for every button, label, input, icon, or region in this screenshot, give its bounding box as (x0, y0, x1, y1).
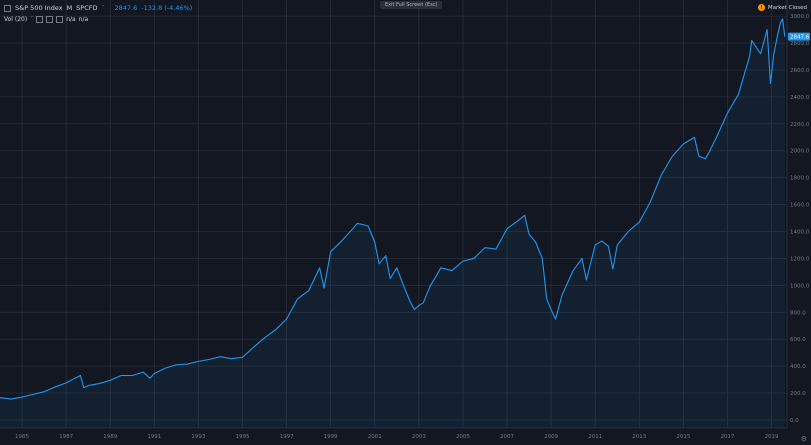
x-tick-label: 1985 (15, 434, 29, 440)
chart-header: S&P 500 Index M SPCFD ˅ 2847.6 -132.8 (-… (4, 4, 192, 12)
gear-icon[interactable]: ⚙ (800, 435, 807, 443)
y-tick-label: 1400.0 (790, 229, 810, 235)
y-tick-label: 2400.0 (790, 95, 810, 101)
market-status-label: Market Closed (767, 4, 807, 11)
last-price-tag-label: 2847.6 (790, 35, 810, 41)
x-tick-label: 2011 (588, 434, 602, 440)
x-tick-label: 2015 (676, 434, 690, 440)
x-tick-label: 2001 (368, 434, 382, 440)
symbol-name[interactable]: S&P 500 Index (15, 4, 63, 12)
last-price-tag (788, 32, 810, 41)
clock-icon: ! (757, 4, 765, 11)
exit-fullscreen-tooltip[interactable]: Exit Full Screen (Esc) (380, 1, 443, 9)
series-line (0, 18, 786, 400)
y-tick-label: 400.0 (790, 364, 806, 370)
x-tick-label: 1993 (191, 434, 205, 440)
y-tick-label: 3000.0 (790, 14, 810, 20)
y-tick-label: 2600.0 (790, 68, 810, 74)
x-tick-label: 1989 (103, 434, 117, 440)
time-axis: 1985 1987 1989 1991 1993 1995 1997 1999 2001 2003… (15, 434, 779, 440)
x-tick-label: 2005 (456, 434, 470, 440)
collapse-toggle-icon[interactable] (4, 4, 11, 12)
y-tick-label: 1000.0 (790, 283, 810, 289)
y-tick-label: 1800.0 (790, 176, 810, 182)
x-tick-label: 2019 (765, 434, 779, 440)
x-tick-label: 2013 (632, 434, 646, 440)
x-tick-label: 1995 (235, 434, 249, 440)
series-area-fill (0, 18, 785, 429)
price-change: -132.8 (-4.46%) (141, 4, 193, 12)
y-tick-label: 800.0 (790, 310, 806, 316)
close-icon[interactable] (56, 16, 64, 23)
x-tick-label: 2017 (720, 434, 734, 440)
chevron-down-icon[interactable]: ˅ (30, 16, 34, 23)
y-tick-label: 2200.0 (790, 122, 810, 128)
x-tick-label: 1991 (147, 434, 161, 440)
last-price-label: 2847.6 (788, 32, 810, 41)
market-status[interactable]: ! Market Closed (757, 4, 807, 11)
time-axis-background (0, 428, 811, 445)
last-price: 2847.6 (114, 4, 138, 12)
volume-indicator[interactable]: Vol (20) ˅ n/a n/a (4, 16, 88, 23)
x-tick-label: 2009 (544, 434, 558, 440)
settings-icon[interactable] (46, 16, 54, 23)
y-tick-label: 600.0 (790, 337, 806, 343)
eye-icon[interactable] (36, 16, 44, 23)
x-tick-label: 1987 (59, 434, 73, 440)
ticker-label[interactable]: SPCFD (76, 4, 98, 12)
volume-value-2: n/a (78, 16, 89, 23)
interval-label[interactable]: M (66, 4, 73, 12)
y-tick-label: 1600.0 (790, 203, 810, 209)
y-tick-label: 0.0 (790, 418, 799, 424)
x-tick-label: 1997 (280, 434, 294, 440)
y-tick-label: 2800.0 (790, 41, 810, 47)
y-tick-label: 200.0 (790, 391, 806, 397)
chevron-down-icon[interactable]: ˅ (101, 4, 105, 12)
volume-indicator-label[interactable]: Vol (20) (4, 16, 28, 23)
price-axis: 0.0 200.0 400.0 600.0 800.0 1000.0 1200.0 1400.… (790, 14, 810, 424)
x-tick-label: 2007 (500, 434, 514, 440)
y-tick-label: 2000.0 (790, 149, 810, 155)
volume-value-1: n/a (66, 16, 76, 23)
y-tick-label: 1200.0 (790, 256, 810, 262)
x-tick-label: 1999 (324, 434, 338, 440)
x-tick-label: 2003 (412, 434, 426, 440)
